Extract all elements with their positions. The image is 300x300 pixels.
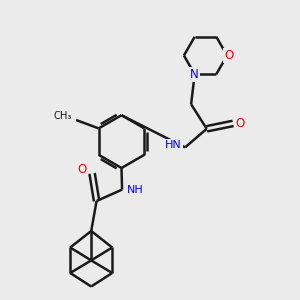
Text: O: O [235,117,244,130]
Text: CH₃: CH₃ [53,111,72,122]
Text: O: O [78,163,87,176]
Text: NH: NH [127,184,144,195]
Text: HN: HN [165,140,182,150]
Text: N: N [190,68,199,81]
Text: O: O [224,49,233,62]
